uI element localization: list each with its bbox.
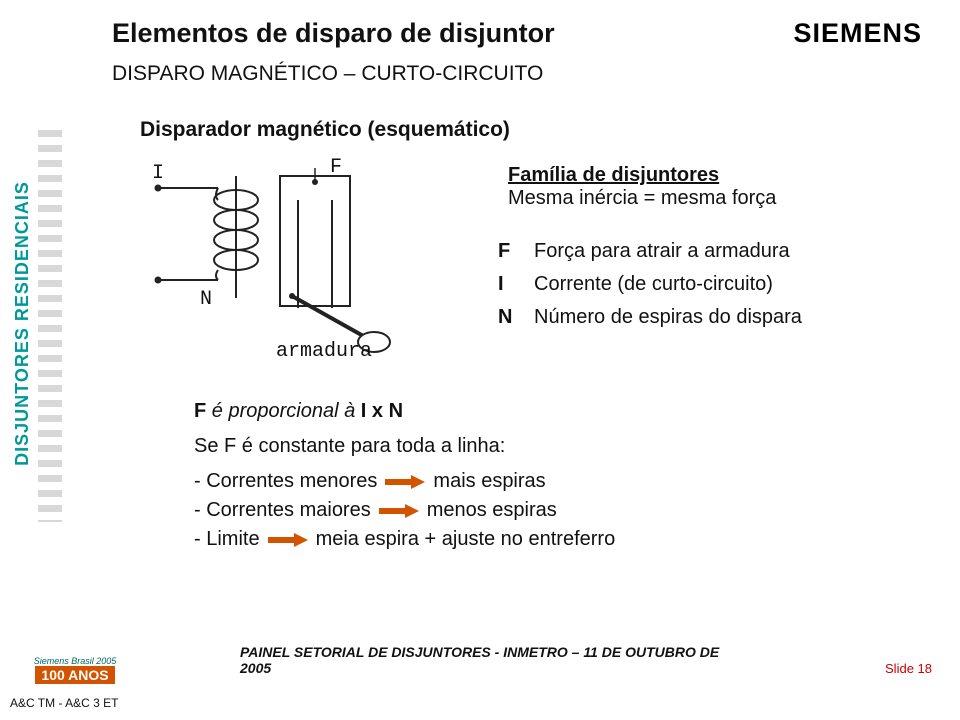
definition-row: I Corrente (de curto-circuito) [498, 273, 930, 296]
footer-logo-bottom: 100 ANOS [35, 666, 114, 684]
sidebar: DISJUNTORES RESIDENCIAIS [8, 118, 36, 528]
definition-letter: N [498, 306, 520, 329]
bottom-box-rows: - Correntes menoresmais espiras- Corrent… [194, 470, 798, 551]
callout-title: Família de disjuntores [508, 164, 868, 187]
footer-bottom-left: A&C TM - A&C 3 ET [10, 696, 118, 710]
arrow-icon [379, 504, 419, 518]
diagram-label-armadura: armadura [276, 340, 372, 358]
bb-row-left: - Correntes menores [194, 470, 377, 493]
section-heading: Disparador magnético (esquemático) [140, 118, 510, 142]
bb-line1-F: F [194, 400, 212, 422]
definition-letter: I [498, 273, 520, 296]
bb-row-right: menos espiras [427, 499, 557, 522]
bb-row-left: - Correntes maiores [194, 499, 371, 522]
bottom-box-wrap: F é proporcional à I x N Se F é constant… [176, 388, 816, 571]
callout-box: Família de disjuntores Mesma inércia = m… [498, 158, 878, 218]
footer-center: PAINEL SETORIAL DE DISJUNTORES - INMETRO… [240, 644, 720, 676]
bottom-box-line2: Se F é constante para toda a linha: [194, 435, 798, 458]
definition-letter: F [498, 240, 520, 263]
diagram-label-I: I [152, 162, 164, 185]
bb-row-right: mais espiras [433, 470, 545, 493]
bb-line1-IxN: I x N [355, 400, 403, 422]
bb-row-right: meia espira + ajuste no entreferro [316, 528, 616, 551]
definition-text: Corrente (de curto-circuito) [534, 273, 773, 296]
sidebar-stripes [38, 122, 62, 522]
page-subtitle: DISPARO MAGNÉTICO – CURTO-CIRCUITO [112, 62, 543, 86]
info-right: Família de disjuntores Mesma inércia = m… [498, 158, 930, 339]
definition-text: Número de espiras do dispara [534, 306, 802, 329]
bottom-box: F é proporcional à I x N Se F é constant… [176, 388, 816, 571]
bb-row-left: - Limite [194, 528, 260, 551]
siemens-logo: SIEMENS [793, 18, 922, 49]
bottom-box-row: - Correntes menores mais espiras [194, 470, 798, 493]
definition-row: F Força para atrair a armadura [498, 240, 930, 263]
diagram-label-N: N [200, 288, 212, 311]
footer-logo-top: Siemens Brasil 2005 [20, 656, 130, 666]
sidebar-label: DISJUNTORES RESIDENCIAIS [12, 181, 33, 466]
bottom-box-row: - Limite meia espira + ajuste no entrefer… [194, 528, 798, 551]
callout-line: Mesma inércia = mesma força [508, 187, 868, 210]
bottom-box-line1: F é proporcional à I x N [194, 400, 798, 423]
definitions-list: F Força para atrair a armadura I Corrent… [498, 240, 930, 329]
bottom-box-row: - Correntes maiores menos espiras [194, 499, 798, 522]
arrow-icon [385, 475, 425, 489]
arrow-icon [268, 533, 308, 547]
slide: DISJUNTORES RESIDENCIAIS Elementos de di… [0, 0, 960, 720]
definition-text: Força para atrair a armadura [534, 240, 790, 263]
bb-line1-italic: é proporcional à [212, 400, 355, 422]
definition-row: N Número de espiras do dispara [498, 306, 930, 329]
footer-logo: Siemens Brasil 2005 100 ANOS [20, 656, 130, 684]
slide-number: Slide 18 [885, 661, 932, 676]
page-title: Elementos de disparo de disjuntor [112, 18, 555, 49]
magnetic-trigger-diagram: I N F ar [140, 158, 440, 358]
diagram-label-F: F [330, 158, 342, 179]
